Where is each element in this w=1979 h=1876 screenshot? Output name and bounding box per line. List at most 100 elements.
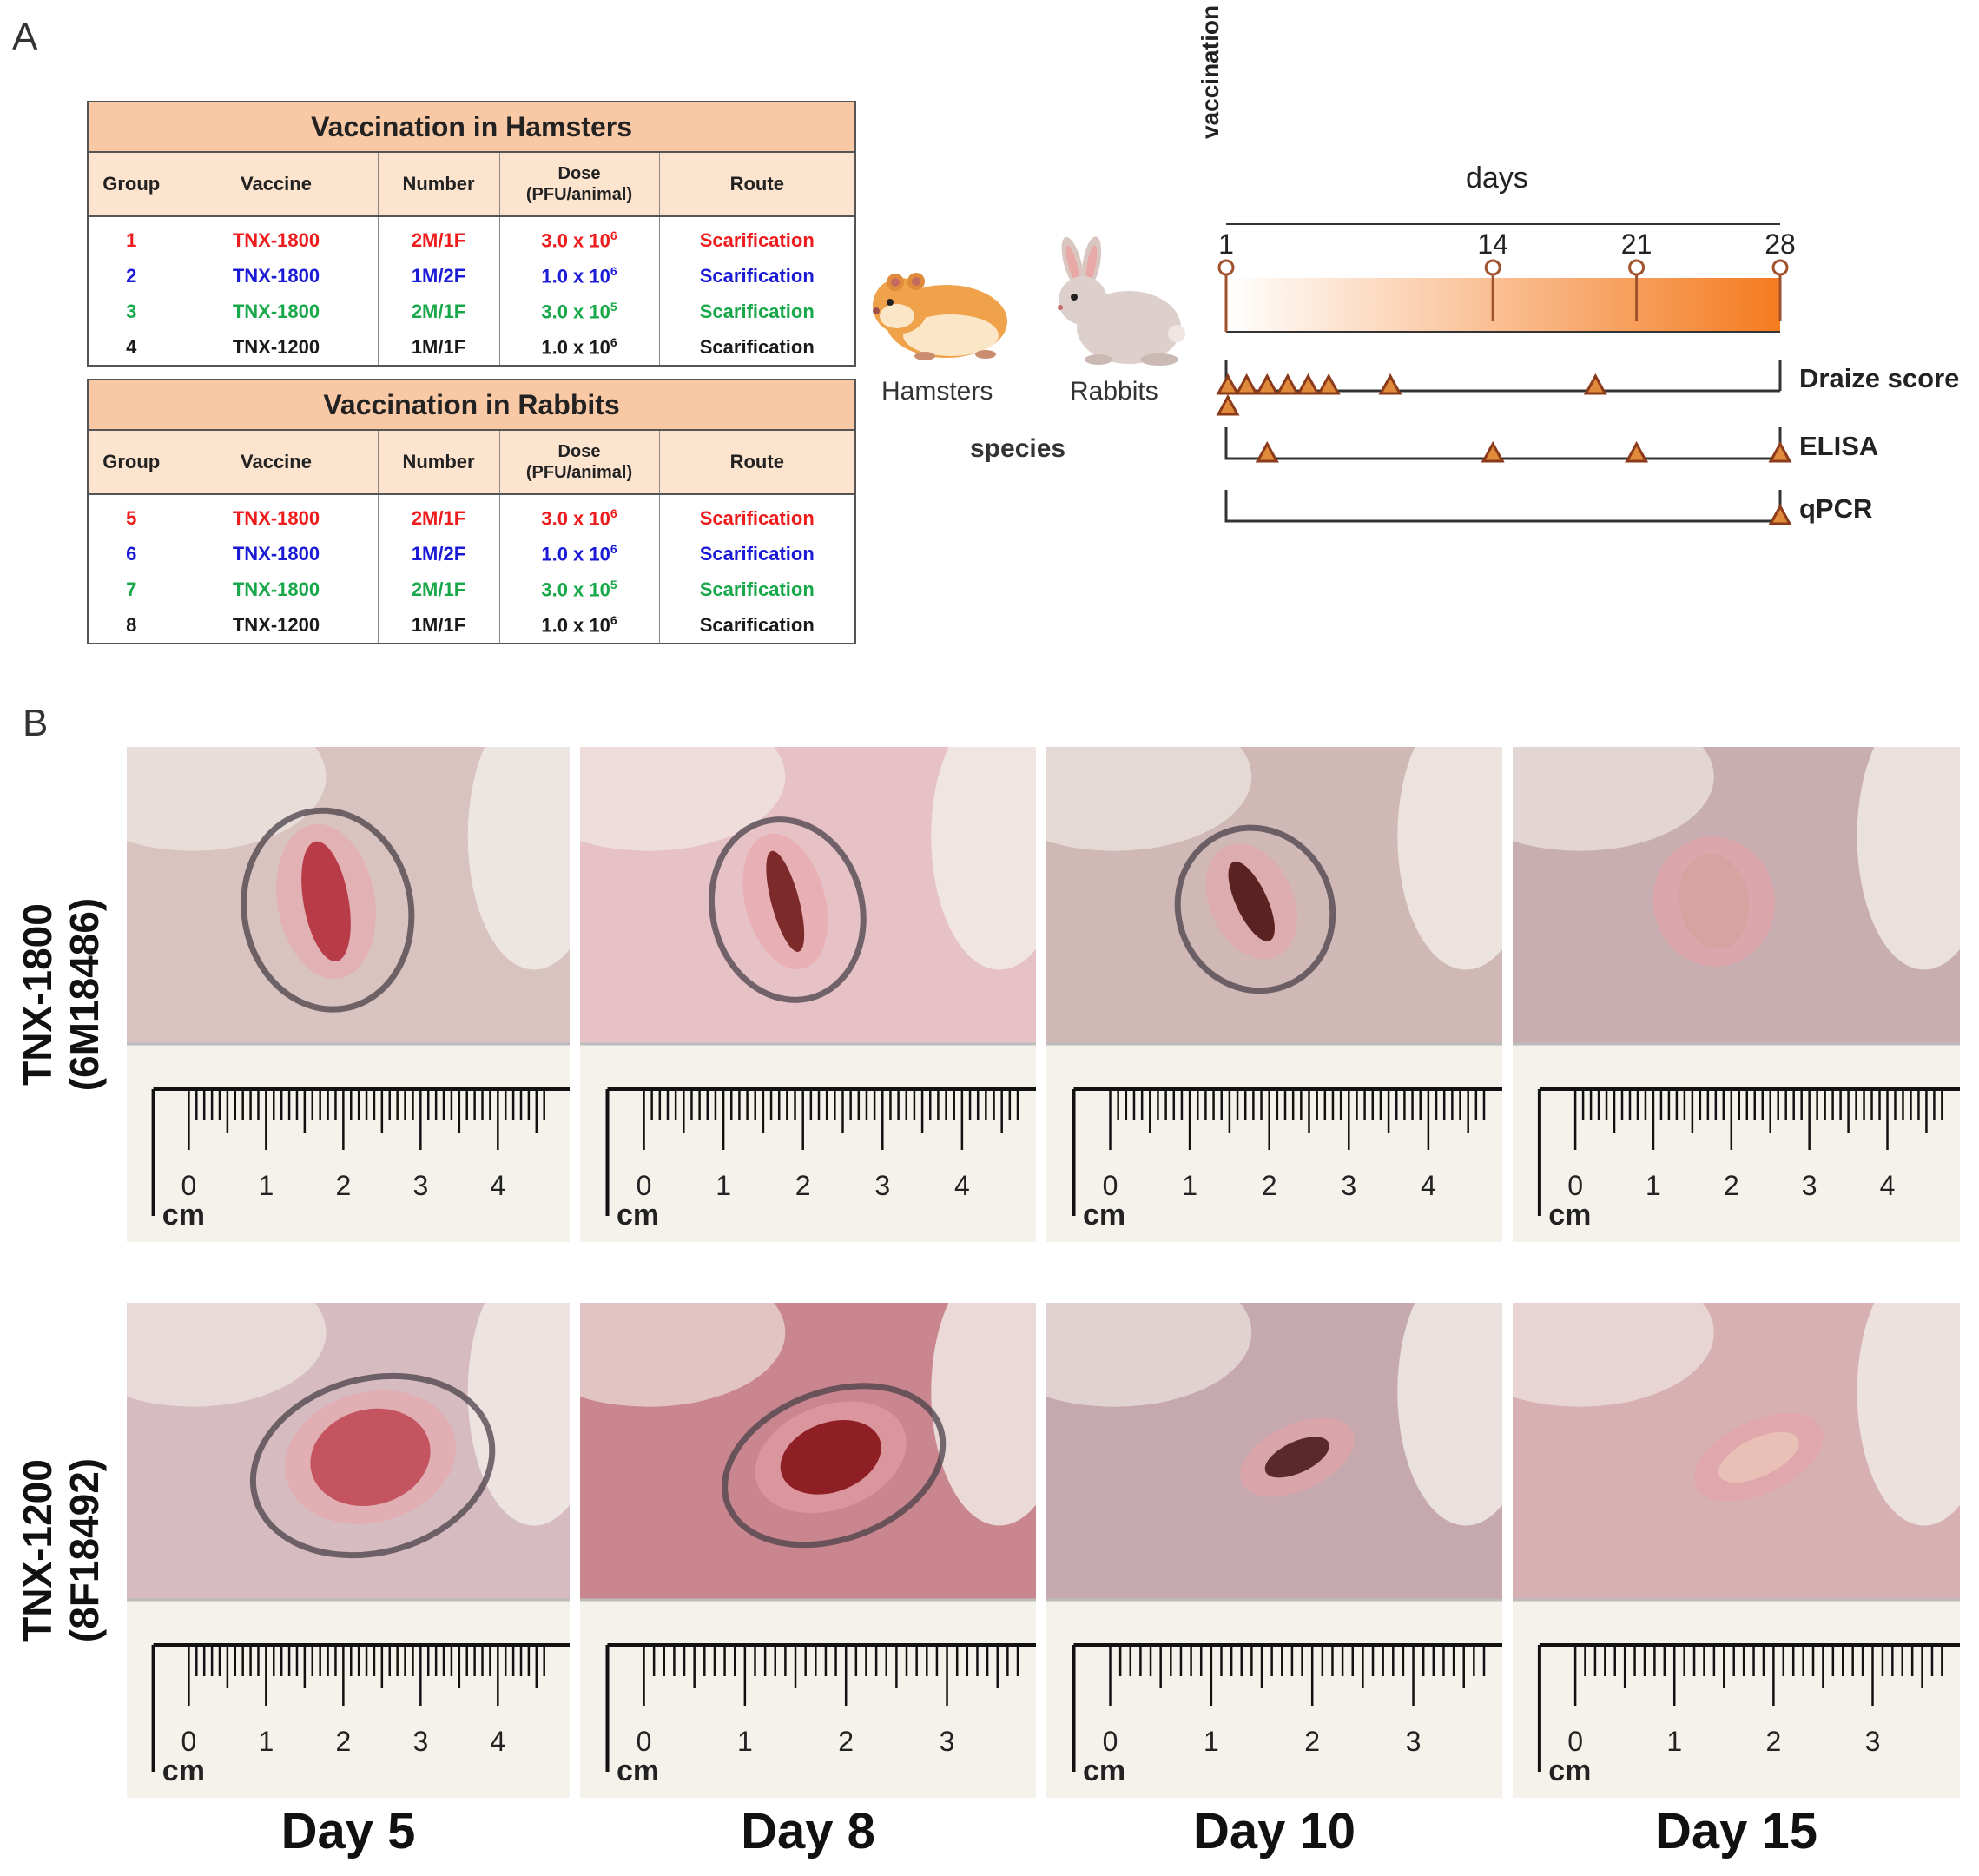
day-tick-marker [1771,259,1789,276]
panel-b-label: B [23,702,49,744]
row-label: TNX-1200 (8F18492) [15,1457,107,1643]
cell-number: 2M/1F [378,494,500,536]
ruler-number: 3 [412,1170,428,1201]
cell-vaccine: TNX-1800 [175,294,379,329]
lesion-photo: 0 1 2 3 cm [1513,1303,1960,1798]
cell-group: 8 [88,607,175,644]
sample-marker [1296,373,1321,395]
sample-marker [1255,373,1279,395]
cell-vaccine: TNX-1800 [175,571,379,607]
sample-marker [1216,393,1240,416]
cell-route: Scarification [699,613,815,636]
cell-route: Scarification [699,335,815,358]
cell-group: 7 [88,571,175,607]
ruler-number: 4 [1880,1170,1896,1201]
cell-dose: 3.0 x 105 [499,571,660,607]
ruler-number: 1 [737,1726,753,1757]
day-tick-marker [1217,259,1235,276]
ruler-unit: cm [1083,1199,1125,1232]
col-header-dose: Dose (PFU/animal) [499,430,660,495]
cell-number: 1M/2F [378,536,500,571]
day-label: Day 5 [280,1803,416,1859]
cell-group: 5 [88,494,175,536]
day-label: Day 8 [741,1803,875,1859]
ruler-number: 3 [412,1726,428,1757]
row-label: TNX-1800 (6M18486) [15,897,107,1092]
table-row: 2 TNX-1800 1M/2F 1.0 x 106 Scarification [88,258,855,294]
ruler-number: 3 [1802,1170,1817,1201]
lesion-photo: 0 1 2 3 4 cm [127,1303,570,1798]
cell-route: Scarification [699,542,815,565]
sample-marker [1276,373,1300,395]
cell-number: 1M/2F [378,258,500,294]
cell-number: 1M/1F [378,329,500,366]
cell-number: 2M/1F [378,216,500,258]
col-header-number: Number [378,430,500,495]
col-header-number: Number [378,152,500,217]
lesion-photo: 0 1 2 3 4 cm [1046,747,1502,1242]
cell-number: 1M/1F [378,607,500,644]
ruler-number: 2 [838,1726,854,1757]
sample-marker [1625,440,1649,463]
table-row: 6 TNX-1800 1M/2F 1.0 x 106 Scarification [88,536,855,571]
lesion-photo: 0 1 2 3 4 cm [1513,747,1960,1242]
ruler-unit: cm [1548,1199,1591,1232]
cell-dose: 3.0 x 106 [499,494,660,536]
rabbit-illustration [1058,236,1185,366]
ruler-number: 0 [637,1170,652,1201]
table-row: 7 TNX-1800 2M/1F 3.0 x 105 Scarification [88,571,855,607]
sample-marker [1768,503,1792,525]
ruler-unit: cm [617,1754,659,1787]
ruler-number: 3 [940,1726,955,1757]
cell-route: Scarification [699,300,815,322]
ruler-number: 2 [335,1170,351,1201]
sample-marker [1235,373,1259,395]
cell-dose: 1.0 x 106 [499,258,660,294]
day-label: Day 15 [1654,1803,1818,1859]
vaccination-label: vaccination [1197,4,1224,139]
sample-marker [1378,373,1402,395]
ruler-number: 1 [1666,1726,1682,1757]
timeline-axis-label: days [1466,162,1528,195]
sample-marker [1316,373,1341,395]
cell-route: Scarification [699,578,815,600]
sample-marker [1768,440,1792,463]
cell-number: 2M/1F [378,294,500,329]
cell-group: 1 [88,216,175,258]
ruler-number: 0 [1103,1726,1118,1757]
cell-route: Scarification [699,228,815,251]
panel-a-label: A [12,16,38,58]
table-row: 8 TNX-1200 1M/1F 1.0 x 106 Scarification [88,607,855,644]
track-label: qPCR [1799,493,1872,524]
ruler-number: 4 [490,1170,505,1201]
ruler-number: 1 [258,1170,274,1201]
lesion-photo: 0 1 2 3 cm [580,1303,1036,1798]
col-header-group: Group [88,430,175,495]
table-row: 5 TNX-1800 2M/1F 3.0 x 106 Scarification [88,494,855,536]
sample-marker [1481,440,1505,463]
ruler-number: 0 [181,1726,197,1757]
cell-group: 4 [88,329,175,366]
cell-route: Scarification [699,264,815,287]
col-header-route: Route [659,430,856,495]
cell-group: 3 [88,294,175,329]
ruler-number: 1 [258,1726,274,1757]
sample-marker [1255,440,1279,463]
ruler-number: 3 [1341,1170,1356,1201]
ruler-number: 3 [874,1170,890,1201]
day-tick-label: 21 [1621,228,1652,260]
day-tick-marker [1628,259,1646,276]
cell-route: Scarification [699,506,815,529]
cell-group: 2 [88,258,175,294]
hamster-table: Vaccination in Hamsters Group Vaccine Nu… [87,101,857,367]
track-line [1224,490,1782,523]
ruler-number: 1 [1204,1726,1219,1757]
lesion-photo: 0 1 2 3 4 cm [127,747,570,1242]
sample-marker [1216,373,1240,395]
ruler-number: 4 [954,1170,970,1201]
ruler-number: 2 [335,1726,351,1757]
day-label: Day 10 [1192,1803,1356,1859]
timeline-gradient-bar [1226,278,1780,332]
lesion-photo: 0 1 2 3 4 cm [580,747,1036,1242]
ruler-unit: cm [617,1199,659,1232]
